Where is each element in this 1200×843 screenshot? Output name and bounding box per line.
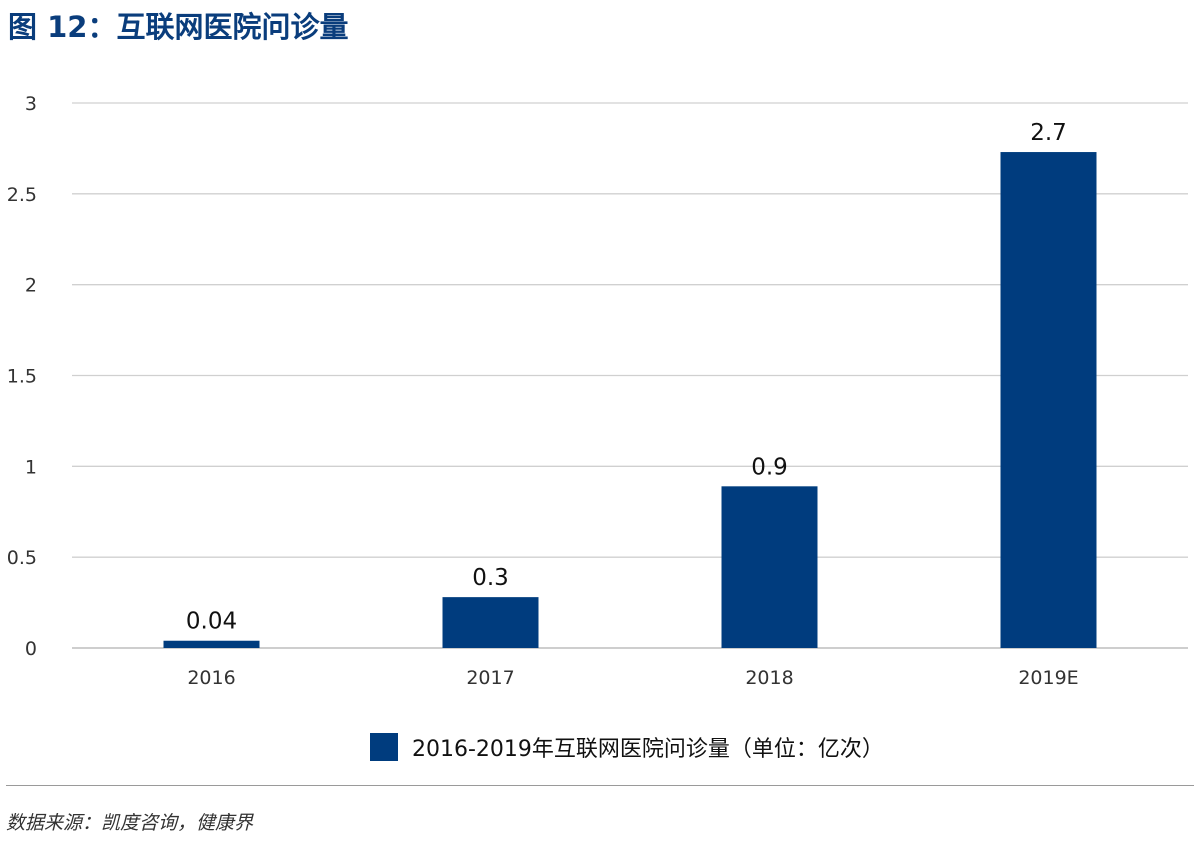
x-tick-label: 2019E — [1018, 667, 1078, 689]
divider — [6, 785, 1194, 786]
data-label: 0.04 — [186, 609, 237, 635]
source-note: 数据来源：凯度咨询，健康界 — [6, 812, 254, 834]
bar-chart: 0 0.5 1 1.5 2 2.5 3 0.04 2016 0.3 2017 0.9 2018 2.7 20… — [7, 93, 1188, 689]
y-tick-label: 1.5 — [7, 366, 37, 388]
x-tick-label: 2018 — [745, 667, 793, 689]
data-label: 2.7 — [1030, 120, 1067, 146]
y-tick-label: 2 — [25, 275, 37, 297]
data-label: 0.3 — [472, 565, 509, 591]
legend-label: 2016-2019年互联网医院问诊量（单位：亿次） — [412, 737, 884, 762]
y-tick-label: 0.5 — [7, 547, 37, 569]
bar-2016 — [163, 640, 260, 648]
y-tick-label: 0 — [25, 638, 37, 660]
x-tick-label: 2016 — [187, 667, 235, 689]
bar-2017 — [442, 597, 539, 648]
bar-2019E — [1000, 152, 1097, 649]
chart-title: 图 12：互联网医院问诊量 — [8, 10, 349, 44]
data-label: 0.9 — [751, 454, 788, 480]
bar-2018 — [721, 486, 818, 648]
y-tick-label: 3 — [25, 93, 37, 115]
legend-swatch — [370, 733, 398, 761]
y-tick-label: 2.5 — [7, 184, 37, 206]
legend: 2016-2019年互联网医院问诊量（单位：亿次） — [370, 732, 884, 762]
x-tick-label: 2017 — [466, 667, 514, 689]
y-tick-label: 1 — [25, 456, 37, 478]
